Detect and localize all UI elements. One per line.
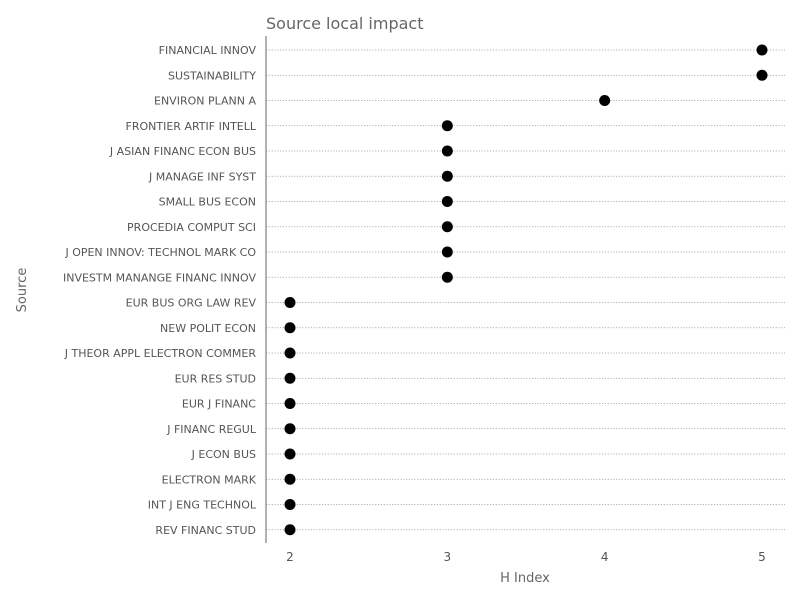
data-point-j-open-innov-technol-mark-co — [441, 246, 453, 258]
data-point-eur-bus-org-law-rev — [284, 297, 296, 308]
chart-title: Source local impact — [266, 14, 423, 33]
y-tick-label-eur-j-financ: EUR J FINANC — [182, 398, 256, 411]
data-point-eur-j-financ — [284, 398, 296, 409]
y-tick-label-financial-innov: FINANCIAL INNOV — [159, 44, 257, 57]
y-tick-label-sustainability: SUSTAINABILITY — [168, 69, 256, 82]
data-point-small-bus-econ — [441, 196, 453, 207]
data-point-procedia-comput-sci — [441, 221, 453, 233]
y-axis-title: Source — [15, 268, 30, 313]
y-tick-label-environ-plann-a: ENVIRON PLANN A — [154, 95, 256, 108]
y-tick-label-rev-financ-stud: REV FINANC STUD — [155, 524, 256, 537]
data-point-electron-mark — [284, 473, 296, 485]
data-point-new-polit-econ — [284, 322, 296, 334]
y-tick-label-eur-res-stud: EUR RES STUD — [175, 372, 256, 385]
data-point-sustainability — [756, 69, 768, 81]
x-tick-label-5: 5 — [758, 550, 766, 564]
grid-lines — [266, 49, 785, 531]
data-points — [284, 44, 768, 536]
x-tick-label-3: 3 — [444, 550, 452, 564]
data-point-j-manage-inf-syst — [441, 170, 453, 182]
y-tick-label-j-asian-financ-econ-bus: J ASIAN FINANC ECON BUS — [109, 145, 256, 158]
x-tick-labels: 2 3 4 5 — [286, 550, 766, 564]
x-tick-label-4: 4 — [601, 550, 609, 564]
y-tick-label-j-financ-regul: J FINANC REGUL — [166, 423, 257, 436]
data-point-j-theor-appl-electron-commer — [284, 347, 296, 359]
data-point-j-asian-financ-econ-bus — [441, 145, 453, 157]
data-point-j-econ-bus — [284, 448, 296, 460]
y-tick-label-j-theor-appl-electron-commer: J THEOR APPL ELECTRON COMMER — [64, 347, 257, 360]
y-tick-label-frontier-artif-intell: FRONTIER ARTIF INTELL — [126, 120, 257, 133]
y-tick-label-investm-manange-financ-innov: INVESTM MANANGE FINANC INNOV — [63, 271, 257, 284]
x-axis-title: H Index — [500, 571, 550, 586]
y-tick-label-new-polit-econ: NEW POLIT ECON — [160, 322, 256, 335]
y-tick-label-j-econ-bus: J ECON BUS — [191, 448, 256, 461]
y-tick-label-electron-mark: ELECTRON MARK — [162, 473, 257, 486]
data-point-j-financ-regul — [284, 423, 296, 435]
data-point-financial-innov — [756, 44, 768, 56]
y-tick-label-procedia-comput-sci: PROCEDIA COMPUT SCI — [127, 221, 256, 234]
data-point-environ-plann-a — [599, 95, 611, 106]
data-point-frontier-artif-intell — [441, 120, 453, 132]
data-point-eur-res-stud — [284, 372, 296, 384]
y-tick-label-int-j-eng-technol: INT J ENG TECHNOL — [148, 499, 257, 512]
y-tick-label-j-manage-inf-syst: J MANAGE INF SYST — [148, 170, 256, 183]
x-tick-label-2: 2 — [286, 550, 294, 564]
y-tick-label-small-bus-econ: SMALL BUS ECON — [159, 196, 256, 209]
data-point-int-j-eng-technol — [284, 499, 296, 510]
data-point-investm-manange-financ-innov — [441, 271, 453, 283]
y-tick-label-eur-bus-org-law-rev: EUR BUS ORG LAW REV — [126, 297, 257, 310]
data-point-rev-financ-stud — [284, 524, 296, 536]
y-tick-labels: FINANCIAL INNOV SUSTAINABILITY ENVIRON PLA… — [63, 44, 257, 537]
y-tick-label-j-open-innov-technol-mark-co: J OPEN INNOV: TECHNOL MARK CO — [64, 246, 256, 259]
